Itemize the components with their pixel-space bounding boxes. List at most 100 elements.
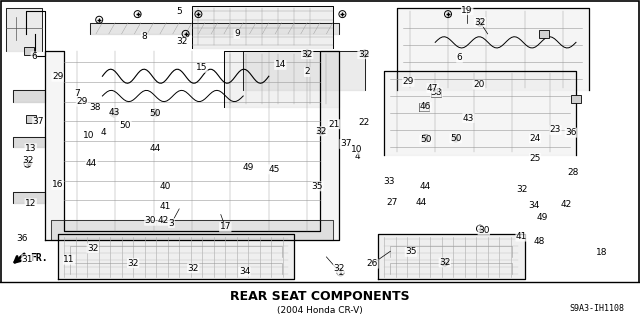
Polygon shape	[192, 6, 333, 48]
Text: 27: 27	[386, 198, 397, 207]
Text: 35: 35	[405, 247, 417, 256]
Polygon shape	[51, 220, 333, 240]
Text: 32: 32	[87, 244, 99, 253]
Text: 10: 10	[351, 145, 363, 154]
Polygon shape	[13, 90, 45, 102]
Text: 4: 4	[101, 128, 106, 137]
Text: 37: 37	[340, 139, 351, 148]
Text: 32: 32	[474, 18, 486, 26]
Polygon shape	[378, 234, 525, 279]
Text: 32: 32	[127, 259, 139, 268]
Bar	[419, 103, 429, 111]
Text: 12: 12	[25, 199, 36, 208]
Text: 41: 41	[159, 202, 171, 211]
Text: 29: 29	[403, 78, 414, 86]
Text: 11: 11	[63, 255, 75, 264]
Bar	[0, 282, 640, 319]
Text: 38: 38	[431, 88, 442, 97]
Text: 46: 46	[420, 102, 431, 111]
Text: 36: 36	[17, 234, 28, 243]
Text: 32: 32	[439, 258, 451, 267]
Text: 17: 17	[220, 222, 231, 232]
Text: 28: 28	[568, 168, 579, 177]
Text: 37: 37	[33, 117, 44, 126]
Text: 47: 47	[427, 84, 438, 93]
Text: 23: 23	[550, 125, 561, 134]
Text: FR.: FR.	[30, 253, 48, 263]
Text: 29: 29	[52, 72, 63, 81]
Text: 9: 9	[234, 29, 239, 38]
Text: 22: 22	[358, 118, 369, 127]
Polygon shape	[58, 234, 294, 279]
Text: 20: 20	[473, 80, 484, 89]
Circle shape	[151, 109, 159, 117]
Circle shape	[422, 134, 429, 142]
Text: 41: 41	[516, 232, 527, 241]
Polygon shape	[397, 9, 589, 90]
Text: 32: 32	[358, 50, 369, 59]
Text: 50: 50	[420, 135, 431, 144]
Text: 32: 32	[516, 185, 527, 194]
Text: 16: 16	[52, 181, 63, 189]
Text: 18: 18	[596, 248, 607, 257]
Text: 32: 32	[177, 37, 188, 46]
Text: 15: 15	[196, 63, 207, 72]
Text: 48: 48	[533, 237, 545, 246]
Text: REAR SEAT COMPONENTS: REAR SEAT COMPONENTS	[230, 290, 410, 303]
Text: 14: 14	[275, 60, 286, 70]
Text: 30: 30	[478, 226, 490, 235]
Text: 44: 44	[149, 144, 161, 153]
Polygon shape	[13, 192, 45, 203]
Text: 42: 42	[157, 216, 169, 225]
Bar	[431, 89, 442, 97]
Text: 43: 43	[108, 108, 120, 117]
Text: 38: 38	[89, 103, 100, 112]
Text: 33: 33	[383, 177, 395, 186]
Bar	[539, 30, 549, 38]
Bar	[26, 115, 36, 122]
Text: 29: 29	[76, 97, 88, 106]
Text: 34: 34	[239, 267, 250, 276]
Polygon shape	[90, 23, 339, 34]
Text: (2004 Honda CR-V): (2004 Honda CR-V)	[277, 307, 363, 315]
Text: 32: 32	[188, 264, 199, 273]
Text: 40: 40	[159, 182, 171, 191]
Text: 24: 24	[529, 134, 541, 143]
Text: 5: 5	[177, 7, 182, 16]
Text: 44: 44	[415, 198, 427, 207]
Text: 42: 42	[561, 200, 572, 209]
Text: 8: 8	[141, 32, 147, 41]
Text: 6: 6	[457, 53, 462, 63]
Text: 32: 32	[316, 127, 327, 136]
Circle shape	[110, 109, 118, 117]
Text: 50: 50	[450, 134, 461, 143]
Text: 3: 3	[169, 219, 174, 227]
Text: S9A3-IH1108: S9A3-IH1108	[569, 305, 624, 314]
Text: 1: 1	[338, 269, 343, 278]
Text: 35: 35	[312, 182, 323, 191]
Text: 43: 43	[463, 114, 474, 122]
Text: 26: 26	[367, 259, 378, 268]
Text: 49: 49	[243, 163, 254, 173]
Text: 6: 6	[31, 52, 36, 61]
Text: 50: 50	[149, 109, 161, 118]
Text: 50: 50	[120, 121, 131, 130]
Polygon shape	[243, 51, 365, 90]
Text: 31: 31	[22, 255, 33, 264]
Text: 32: 32	[22, 156, 33, 166]
Text: 36: 36	[565, 128, 577, 137]
Text: 4: 4	[355, 152, 360, 161]
Text: 44: 44	[86, 159, 97, 168]
Polygon shape	[224, 51, 339, 107]
Polygon shape	[13, 137, 45, 147]
Text: 34: 34	[529, 201, 540, 210]
Bar	[571, 95, 581, 103]
Text: 10: 10	[83, 131, 94, 140]
Text: 45: 45	[268, 165, 280, 174]
Polygon shape	[45, 51, 339, 240]
Text: 7: 7	[74, 89, 79, 98]
Text: 13: 13	[25, 144, 36, 153]
Text: 44: 44	[420, 182, 431, 191]
Circle shape	[452, 134, 460, 142]
Bar	[24, 47, 34, 55]
